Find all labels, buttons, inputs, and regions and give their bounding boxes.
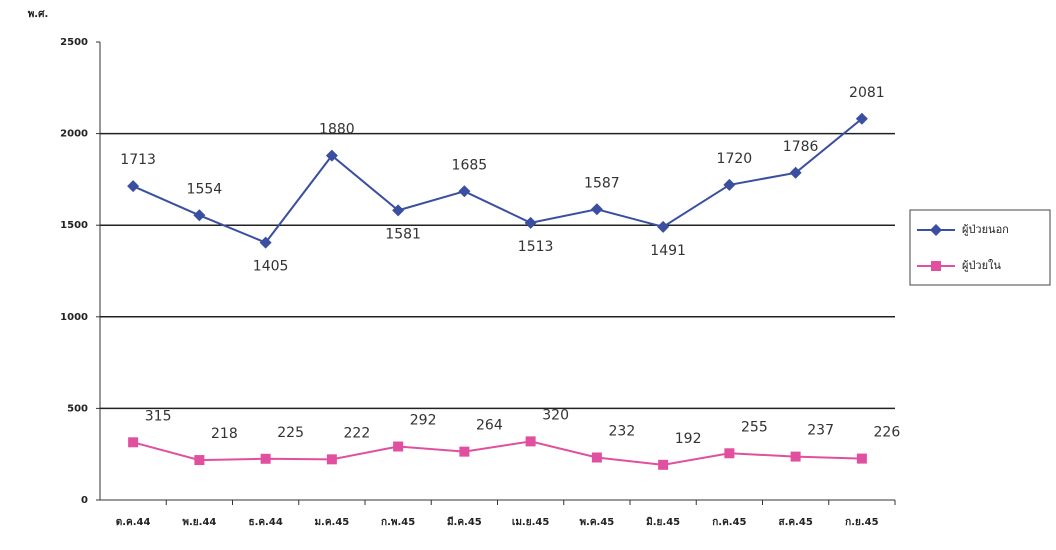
x-tick-label: ต.ค.44: [116, 517, 151, 528]
data-point: [524, 216, 537, 229]
data-point: [326, 454, 337, 465]
data-label: 192: [675, 431, 702, 447]
legend-marker: [930, 224, 942, 236]
data-label: 1685: [452, 157, 488, 173]
y-tick-label: 2000: [60, 129, 88, 140]
legend-marker: [931, 261, 941, 271]
data-point: [724, 448, 735, 459]
data-label: 320: [542, 407, 569, 423]
x-tick-label: ก.พ.45: [381, 517, 415, 528]
data-point: [393, 441, 404, 452]
y-tick-label: 1000: [60, 312, 88, 323]
data-point: [525, 436, 536, 447]
x-tick-label: มี.ค.45: [447, 516, 482, 528]
data-point: [259, 236, 272, 249]
data-label: 1491: [650, 243, 686, 259]
data-label: 222: [344, 425, 371, 441]
x-tick-label: เม.ย.45: [512, 517, 549, 528]
data-label: 226: [874, 425, 901, 441]
data-label: 1581: [385, 226, 421, 242]
x-tick-label: พ.ค.45: [579, 517, 614, 528]
data-label: 1713: [120, 152, 156, 168]
data-point: [856, 453, 867, 464]
data-label: 218: [211, 426, 238, 442]
y-tick-label: 500: [67, 403, 88, 414]
data-label: 1513: [518, 239, 554, 255]
data-label: 1786: [783, 139, 819, 155]
data-point: [855, 112, 868, 125]
data-point: [193, 209, 206, 222]
data-point: [658, 459, 669, 470]
data-label: 2081: [849, 85, 885, 101]
y-axis-label: พ.ศ.: [28, 9, 49, 20]
data-point: [325, 149, 338, 162]
data-label: 1554: [187, 181, 223, 197]
series-line: [132, 440, 862, 466]
legend-box: [909, 209, 1051, 286]
data-point: [459, 446, 470, 457]
data-point: [127, 180, 140, 193]
data-label: 315: [145, 408, 172, 424]
data-label: 1587: [584, 175, 620, 191]
x-tick-label: มิ.ย.45: [646, 516, 680, 528]
x-tick-label: พ.ย.44: [182, 517, 216, 528]
x-tick-label: ก.ค.45: [712, 517, 746, 528]
data-point: [458, 185, 471, 198]
data-point: [128, 437, 139, 448]
data-point: [790, 451, 801, 462]
x-tick-label: ม.ค.45: [314, 517, 349, 528]
data-label: 264: [476, 418, 503, 434]
y-tick-label: 0: [81, 495, 88, 506]
legend-label: ผู้ป่วยใน: [962, 259, 1001, 272]
data-point: [392, 204, 405, 217]
data-point: [789, 166, 802, 179]
data-label: 255: [741, 419, 768, 435]
data-label: 1880: [319, 122, 355, 138]
data-point: [590, 203, 603, 216]
data-point: [657, 220, 670, 233]
data-label: 237: [807, 423, 834, 439]
x-tick-label: ธ.ค.44: [248, 517, 282, 528]
y-tick-label: 2500: [60, 37, 88, 48]
series-line: [132, 117, 863, 244]
data-point: [194, 455, 205, 466]
y-tick-label: 1500: [60, 220, 88, 231]
data-label: 292: [410, 413, 437, 429]
data-label: 1720: [717, 151, 753, 167]
data-label: 1405: [253, 259, 289, 275]
data-label: 225: [277, 425, 304, 441]
data-point: [260, 453, 271, 464]
data-point: [723, 178, 736, 191]
data-point: [591, 452, 602, 463]
data-label: 232: [609, 423, 636, 439]
x-tick-label: ส.ค.45: [778, 517, 812, 528]
x-tick-label: ก.ย.45: [845, 517, 878, 528]
legend-label: ผู้ป่วยนอก: [962, 223, 1009, 236]
